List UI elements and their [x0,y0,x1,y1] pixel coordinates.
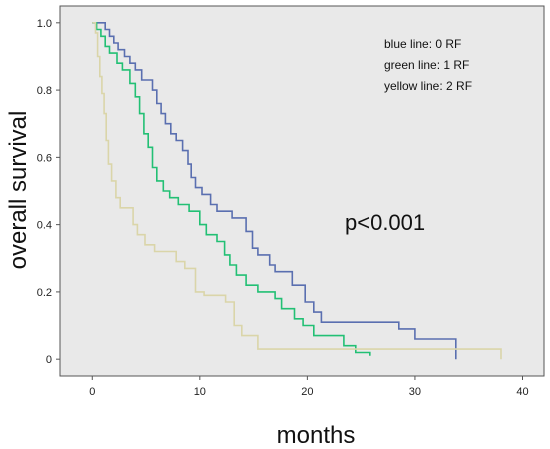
x-tick-label: 30 [409,386,421,398]
x-axis-title: months [277,422,356,449]
y-tick-label: 1.0 [37,18,52,30]
x-tick-label: 10 [194,386,206,398]
y-tick-label: 0.4 [37,220,52,232]
p-value-annotation: p<0.001 [345,210,425,235]
x-tick-label: 0 [89,386,95,398]
legend: blue line: 0 RF green line: 1 RF yellow … [384,37,472,93]
legend-line-yellow: yellow line: 2 RF [384,79,472,93]
y-tick-label: 0 [46,354,52,366]
y-tick-label: 0.8 [37,85,52,97]
x-tick-label: 20 [301,386,313,398]
legend-line-green: green line: 1 RF [384,58,469,72]
y-tick-label: 0.2 [37,287,52,299]
y-axis-title: overall survival [5,111,32,270]
plot-area [59,5,545,377]
series-lines [92,21,502,360]
series-line-0-rf [92,21,457,360]
legend-line-blue: blue line: 0 RF [384,37,461,51]
series-line-1-rf [92,21,371,356]
y-tick-label: 0.6 [37,152,52,164]
x-tick-label: 40 [516,386,528,398]
axes: 0 10 20 30 40 0 0.2 0.4 0.6 0.8 1.0 [37,18,529,398]
series-line-2-rf [92,21,502,360]
